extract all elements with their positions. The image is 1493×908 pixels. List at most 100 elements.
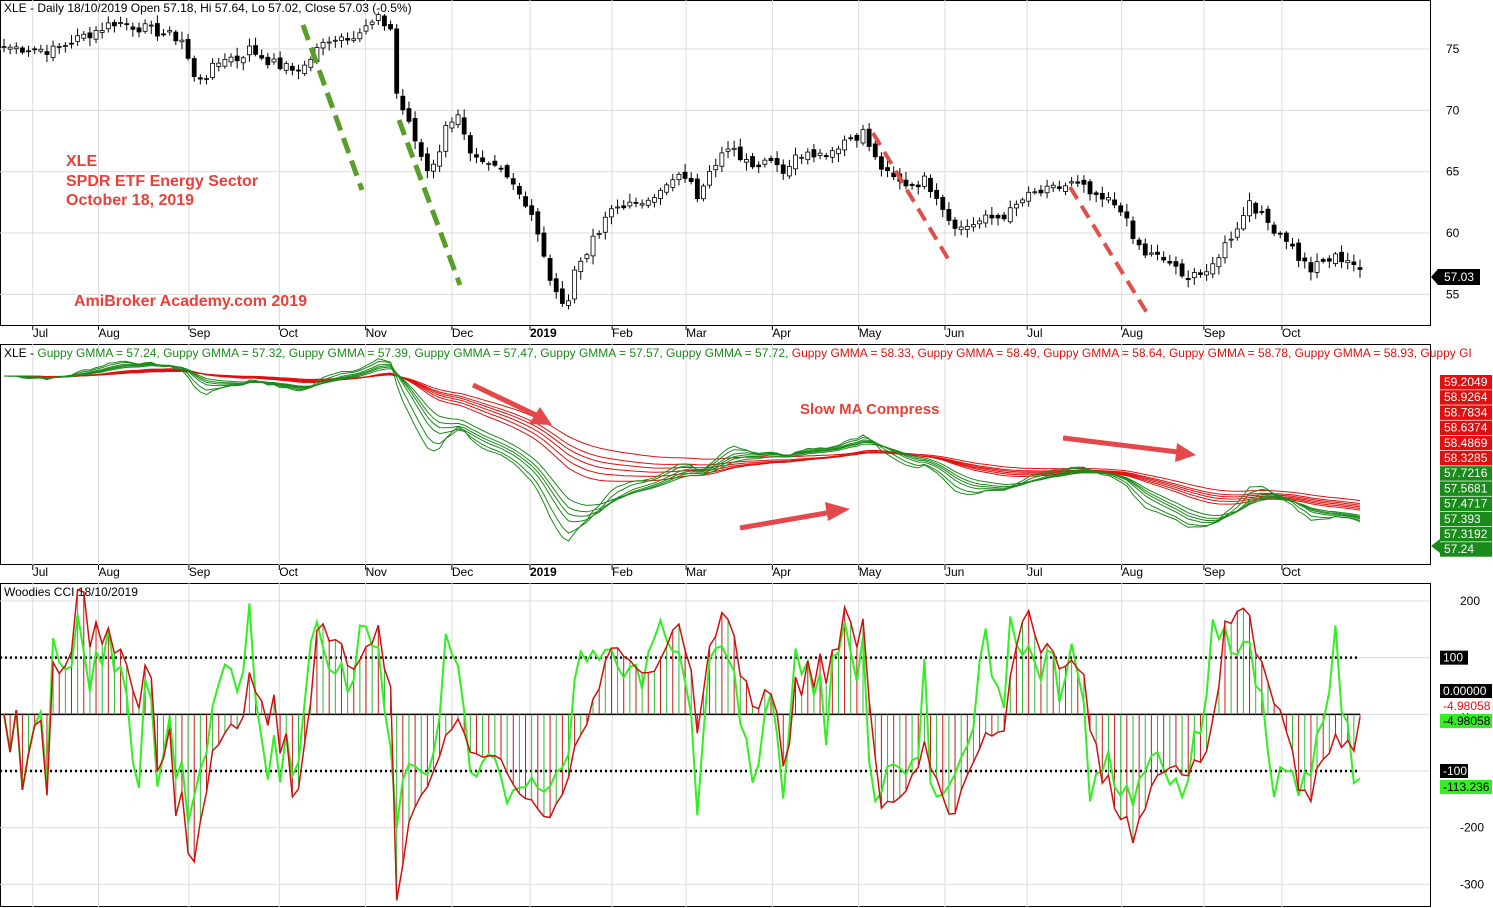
candle-body <box>1216 257 1222 268</box>
candle-body <box>578 260 584 273</box>
gmma-tag-value: 58.6374 <box>1444 421 1488 435</box>
candle-body <box>412 118 418 142</box>
candle-body <box>173 31 179 42</box>
trend-line-green-1 <box>300 24 365 191</box>
candle-body <box>602 216 608 233</box>
candle-body <box>725 148 731 152</box>
candle-body <box>247 45 252 56</box>
candle-body <box>1099 192 1105 200</box>
gmma-title-part: Guppy GMMA = 58.33, Guppy GMMA = 58.49, … <box>792 346 1472 360</box>
candle-body <box>382 15 387 27</box>
gmma-tag-bg <box>1440 496 1492 512</box>
gmma-tag-bg <box>1440 375 1492 390</box>
x-tick-label: Apr <box>772 326 791 340</box>
candle-body <box>69 42 74 45</box>
candle-body <box>136 27 142 33</box>
x-tick-label: Aug <box>99 326 120 340</box>
gmma-fast-line <box>3 361 1361 534</box>
candle-body <box>130 26 136 30</box>
candle-body <box>56 46 62 48</box>
gmma-tag-bg <box>1440 420 1492 436</box>
candle-body <box>774 158 780 166</box>
candle-body <box>1265 208 1271 223</box>
candle-body <box>357 32 363 40</box>
candle-body <box>1044 185 1050 194</box>
candle-body <box>1038 189 1044 194</box>
cci-histogram <box>9 589 1361 901</box>
candle-body <box>842 139 847 151</box>
candle-body <box>633 201 639 204</box>
candle-body <box>1020 199 1025 204</box>
candle-body <box>486 163 492 165</box>
candle-body <box>694 178 700 200</box>
candle-body <box>829 150 835 158</box>
candle-body <box>161 33 166 36</box>
price-axis-labels: 55 60 65 70 75 <box>1446 42 1460 301</box>
candle-body <box>621 205 627 209</box>
gmma-slow-line <box>4 371 1361 502</box>
gmma-tag-bg <box>1440 435 1492 451</box>
candle-body <box>651 197 657 203</box>
candle-body <box>492 160 498 166</box>
gmma-fast-line <box>4 363 1361 521</box>
candle-body <box>418 142 424 157</box>
candle-body <box>394 28 400 94</box>
gmma-fast-line <box>4 362 1361 524</box>
candle-body <box>1228 238 1234 241</box>
candle-body <box>7 46 13 50</box>
gmma-tag-value: 58.4869 <box>1444 436 1488 450</box>
candle-body <box>234 55 240 62</box>
gmma-tag-value: 57.4717 <box>1444 497 1488 511</box>
candle-body <box>474 154 479 158</box>
candle-body <box>87 32 93 39</box>
candle-body <box>424 153 430 172</box>
annotation-fund-name: SPDR ETF Energy Sector <box>66 173 258 190</box>
candle-body <box>964 225 970 230</box>
candle-body <box>866 128 872 147</box>
gmma-tag-value: 57.5681 <box>1444 481 1488 495</box>
candle-body <box>1290 243 1295 247</box>
gmma-tag-value: 58.9264 <box>1444 390 1488 404</box>
candle-body <box>701 185 706 200</box>
candle-body <box>572 269 578 300</box>
last-price-tag: 57.03 <box>1431 269 1480 285</box>
cci-tag-value: -4.98058 <box>1443 714 1491 728</box>
candle-body <box>670 179 676 188</box>
x-tick-label: Sep <box>1204 565 1226 579</box>
x-tick-label: Dec <box>452 326 473 340</box>
turbo-cci-line <box>3 588 1361 901</box>
candle-body <box>885 167 890 172</box>
candle-body <box>517 186 522 195</box>
candle-body <box>388 24 393 30</box>
candle-body <box>271 58 277 63</box>
annotation-date: October 18, 2019 <box>66 192 194 209</box>
candle-body <box>676 173 682 181</box>
candle-body <box>1320 259 1326 262</box>
price-panel-title: XLE - Daily 18/10/2019 Open 57.18, Hi 57… <box>4 1 412 15</box>
candle-body <box>768 157 774 161</box>
cci-tag-value: 0.00000 <box>1443 684 1487 698</box>
gmma-arrows <box>471 382 1196 531</box>
candle-body <box>958 226 964 231</box>
candle-body <box>1124 211 1130 219</box>
candle-body <box>179 39 185 43</box>
candle-body <box>1271 224 1277 234</box>
cci-tag-value: 100 <box>1443 651 1463 665</box>
candle-body <box>750 156 755 168</box>
candle-body <box>1075 181 1081 184</box>
candle-body <box>1210 263 1216 275</box>
gmma-slow-line <box>4 368 1361 511</box>
price-candles <box>1 12 1363 310</box>
candle-body <box>167 30 173 33</box>
gmma-tag-bg <box>1440 481 1492 496</box>
candle-body <box>1136 239 1142 246</box>
candle-body <box>1093 192 1099 195</box>
candle-body <box>1179 263 1185 277</box>
candle-body <box>1167 261 1173 264</box>
candle-body <box>13 46 19 50</box>
candle-body <box>682 171 688 179</box>
candle-body <box>860 129 866 144</box>
candle-body <box>277 57 283 70</box>
candle-body <box>1001 214 1007 220</box>
x-tick-label: Aug <box>99 565 120 579</box>
